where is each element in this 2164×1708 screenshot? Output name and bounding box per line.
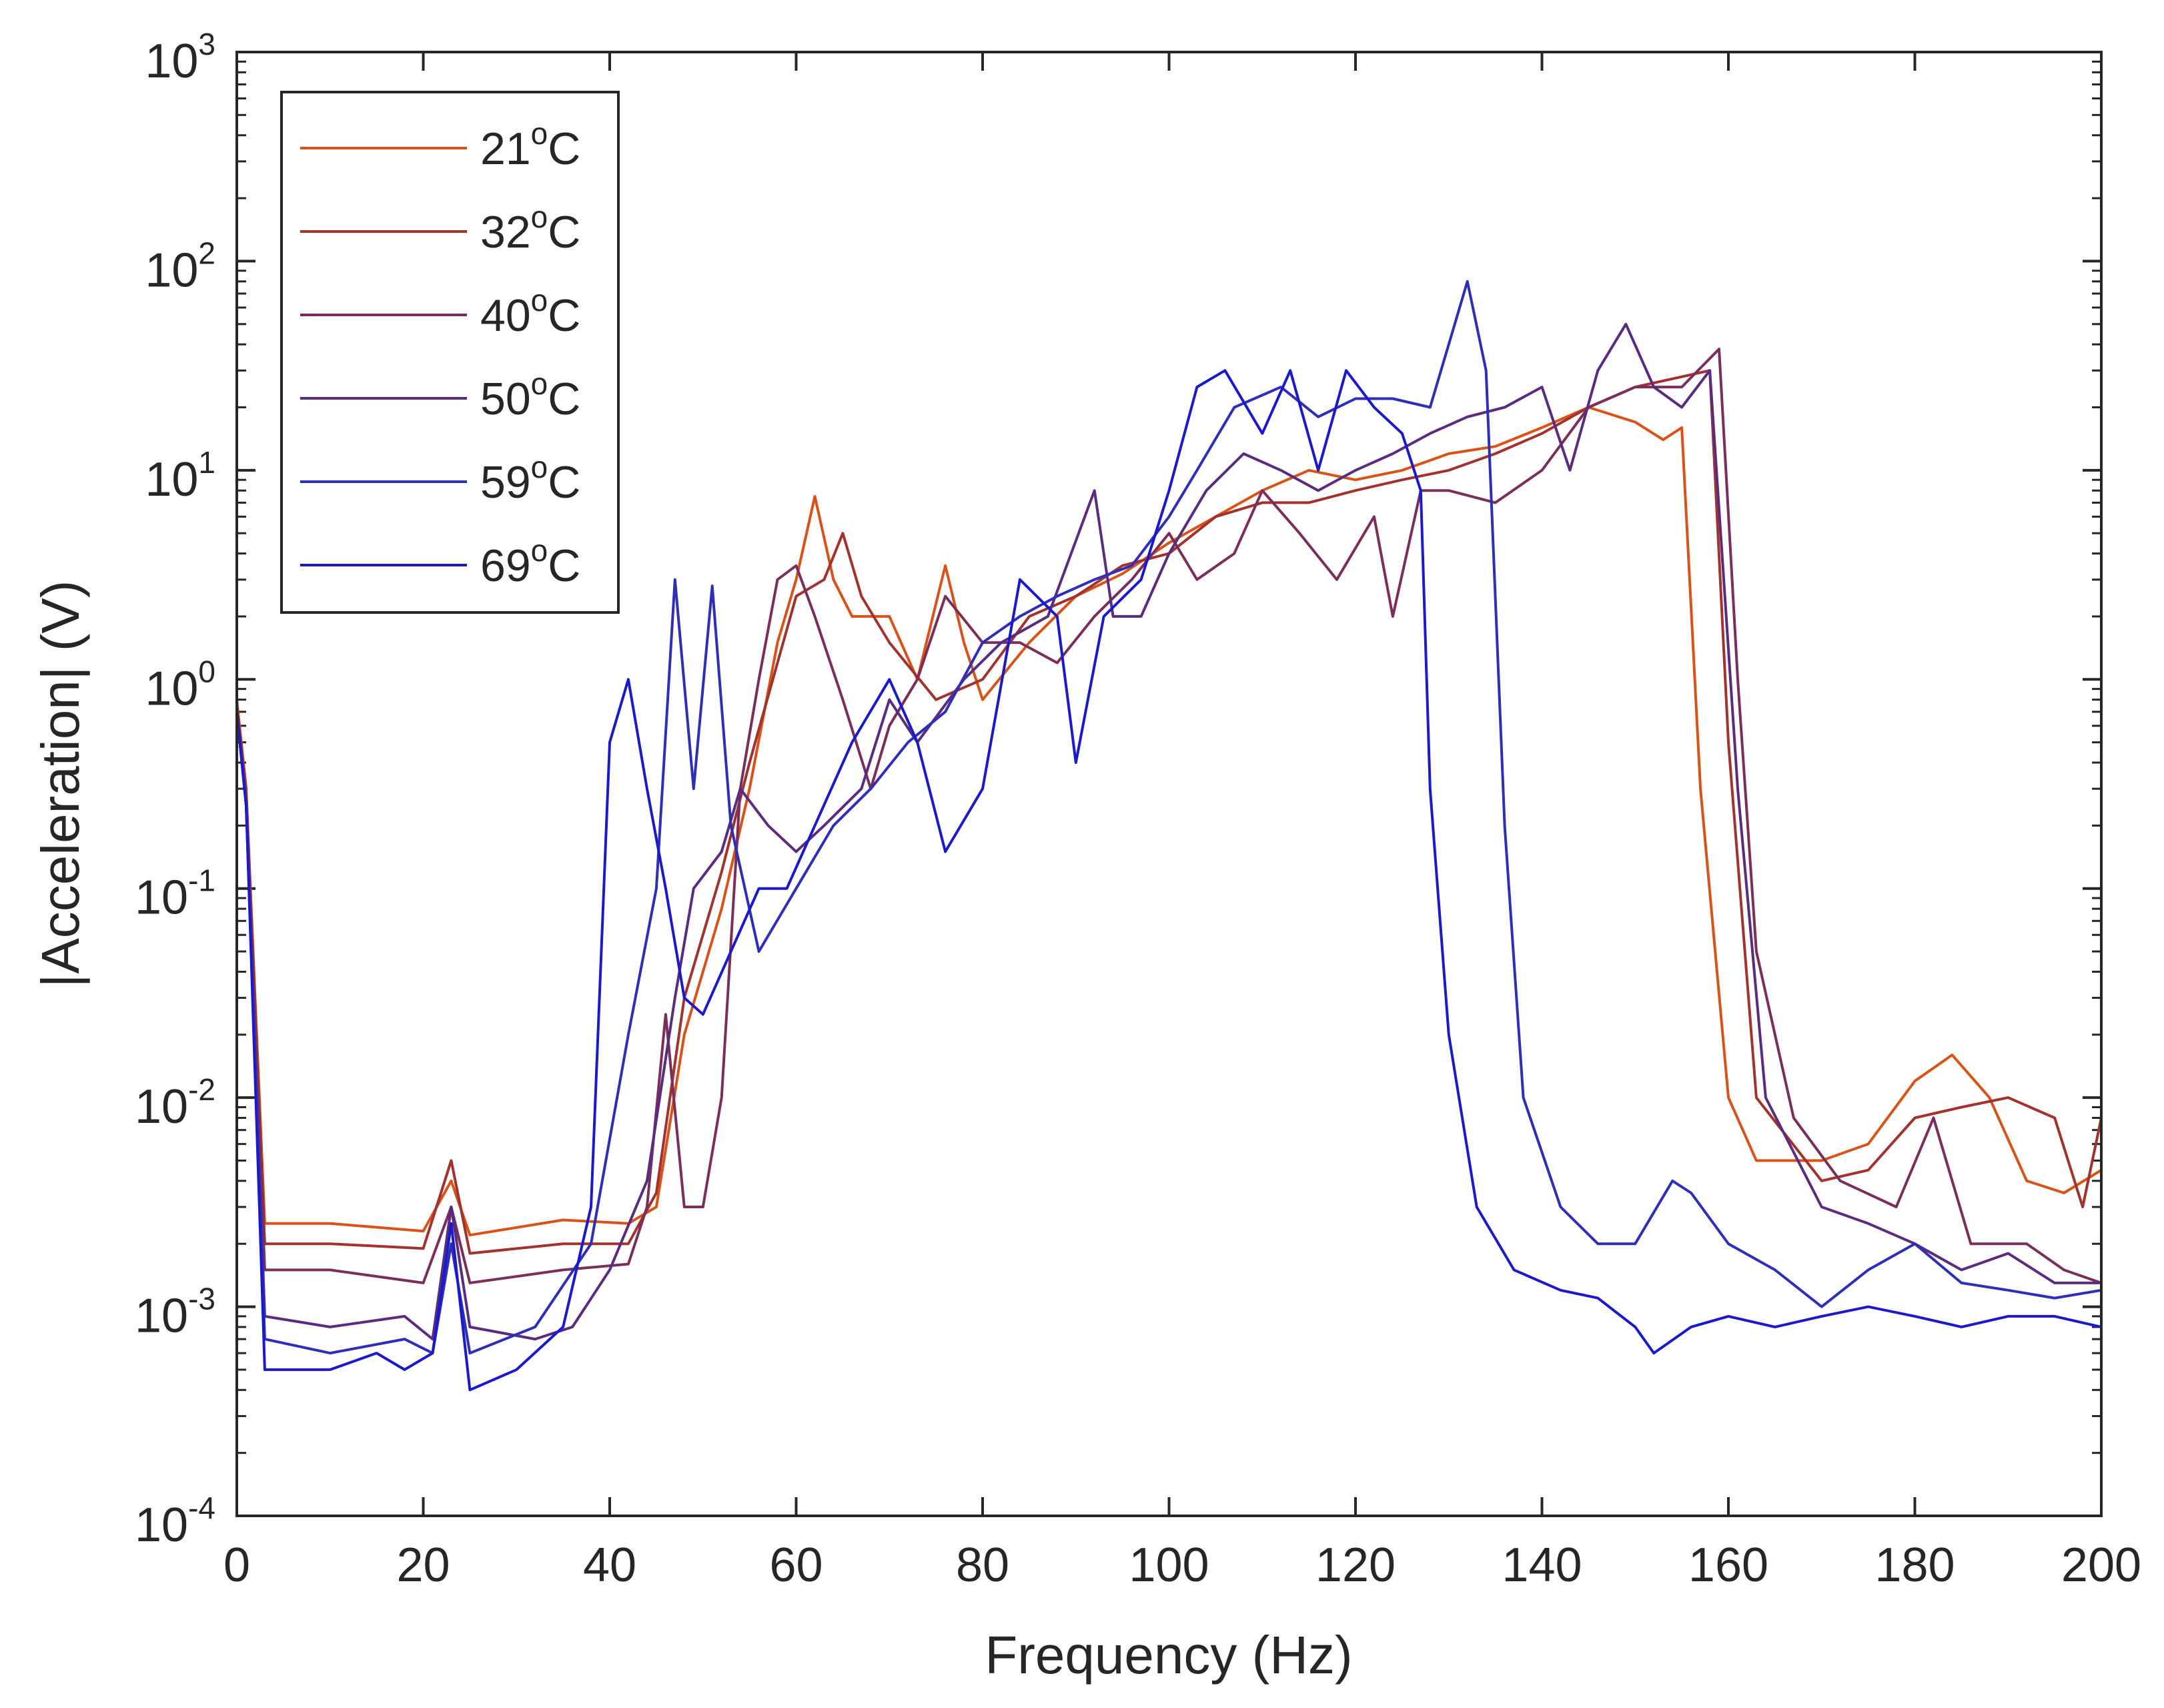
x-tick-label: 80 [956,1539,1009,1592]
legend-temp: 40 [480,290,531,341]
y-axis-label: |Acceleration| (V) [31,580,90,988]
y-tick-exponent: -3 [188,1282,215,1316]
legend-entry: 50oC [480,366,580,424]
y-tick-label: 10-2 [135,1072,215,1134]
legend-entry: 59oC [480,450,580,508]
x-tick-label: 120 [1315,1539,1396,1592]
y-tick-base: 10 [145,453,198,506]
y-tick-label: 10-3 [135,1282,215,1343]
legend-temp: 59 [480,457,531,508]
legend-temp: 21 [480,123,531,174]
y-tick-base: 10 [145,244,198,297]
legend-unit: C [548,457,580,508]
y-tick-exponent: 1 [198,445,215,480]
y-tick-label: 100 [145,654,215,715]
legend-entry: 69oC [480,533,580,591]
legend-degree: o [531,116,548,151]
legend-box [280,91,620,614]
legend-temp: 32 [480,207,531,258]
y-tick-label: 101 [145,445,215,506]
legend-entry: 32oC [480,199,580,258]
x-axis-label: Frequency (Hz) [985,1625,1352,1685]
x-tick-label: 180 [1874,1539,1955,1592]
series-line-40C [235,348,2102,1284]
x-tick-label: 140 [1502,1539,1582,1592]
y-tick-base: 10 [145,662,198,715]
y-tick-exponent: 3 [198,27,215,61]
x-tick-label: 160 [1688,1539,1768,1592]
legend-unit: C [548,123,580,174]
x-tick-label: 60 [769,1539,823,1592]
y-tick-base: 10 [135,871,188,925]
legend-temp: 50 [480,374,531,424]
x-tick-label: 40 [583,1539,636,1592]
x-tick-label: 0 [223,1539,250,1592]
series-line-69C [235,369,2102,1392]
x-tick-labels: 0 20 40 60 80 100 120 140 160 180 200 [223,1539,2141,1592]
y-tick-exponent: 2 [198,236,215,270]
y-tick-label: 10-4 [135,1490,215,1552]
tick-layer [235,51,2103,1517]
legend-degree: o [531,450,548,484]
x-tick-label: 20 [396,1539,450,1592]
y-tick-label: 10-1 [135,863,215,925]
series-line-21C [235,406,2103,1237]
series-line-59C [235,280,2102,1355]
legend-unit: C [548,207,580,258]
y-tick-label: 103 [145,27,215,88]
legend-degree: o [531,283,548,318]
legend-degree: o [531,366,548,401]
legend-degree: o [531,533,548,568]
series-line-32C [235,369,2103,1255]
legend-degree: o [531,199,548,234]
y-tick-exponent: -1 [188,863,215,898]
y-tick-exponent: 0 [198,654,215,689]
legend-entry: 40oC [480,283,580,341]
y-tick-exponent: -2 [188,1072,215,1107]
y-tick-base: 10 [135,1290,188,1343]
plot-frame [235,51,2103,1517]
legend-unit: C [548,374,580,424]
legend-entry: 21oC [480,116,580,174]
y-tick-label: 102 [145,236,215,297]
legend-temp: 69 [480,540,531,591]
series-layer [235,280,2103,1392]
y-tick-base: 10 [135,1080,188,1134]
y-tick-base: 10 [135,1499,188,1552]
x-tick-label: 200 [2061,1539,2141,1592]
x-tick-label: 100 [1129,1539,1209,1592]
series-line-50C [235,322,2101,1341]
y-tick-base: 10 [145,35,198,88]
y-tick-exponent: -4 [188,1490,215,1525]
legend-unit: C [548,540,580,591]
legend-unit: C [548,290,580,341]
